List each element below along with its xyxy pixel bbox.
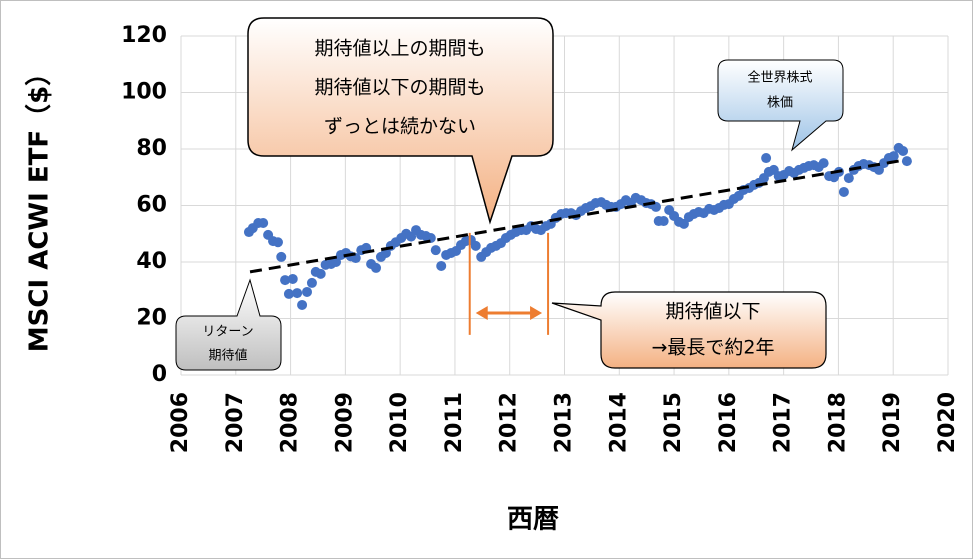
x-tick-label: 2013 xyxy=(552,392,577,453)
x-tick-label: 2011 xyxy=(442,392,467,453)
x-tick-label: 2018 xyxy=(825,392,850,453)
data-point xyxy=(302,286,313,297)
x-tick-label: 2010 xyxy=(387,392,412,453)
x-tick-label: 2012 xyxy=(497,392,522,453)
x-tick-label: 2017 xyxy=(771,392,796,453)
data-point xyxy=(818,158,829,169)
data-point xyxy=(258,218,269,229)
y-tick-label: 20 xyxy=(136,306,167,331)
x-tick-label: 2006 xyxy=(168,392,193,453)
x-tick-label: 2009 xyxy=(332,392,357,453)
callout-text: 期待値 xyxy=(208,348,247,364)
y-tick-label: 100 xyxy=(121,80,167,105)
x-tick-label: 2015 xyxy=(661,392,686,453)
callout-box xyxy=(717,59,844,152)
x-tick-label: 2019 xyxy=(880,392,905,453)
x-tick-label: 2014 xyxy=(606,392,631,453)
data-point xyxy=(901,156,912,167)
callout-text: 期待値以下 xyxy=(665,301,760,323)
y-tick-label: 120 xyxy=(121,23,167,48)
y-axis-label: MSCI ACWI ETF（$） xyxy=(25,60,55,352)
x-tick-label: 2007 xyxy=(223,392,248,453)
callout-text: ずっとは続かない xyxy=(324,116,476,138)
callout-text: 期待値以下の期間も xyxy=(314,77,485,99)
trend-line xyxy=(249,158,905,274)
callout-text: 株価 xyxy=(767,96,793,111)
callout-text: 期待値以上の期間も xyxy=(314,38,485,60)
data-point xyxy=(843,173,854,184)
data-point xyxy=(297,299,308,310)
data-point xyxy=(331,257,342,267)
data-point xyxy=(287,273,298,284)
data-point xyxy=(898,145,909,156)
x-tick-label: 2008 xyxy=(278,392,303,453)
data-point xyxy=(276,251,287,262)
callout-box xyxy=(247,17,554,225)
data-point xyxy=(283,288,294,299)
data-point xyxy=(838,186,849,197)
data-point xyxy=(470,240,481,251)
data-point xyxy=(272,237,283,248)
callout-box xyxy=(175,278,282,371)
callout-text: 全世界株式 xyxy=(747,70,812,86)
x-axis-label: 西暦 xyxy=(507,505,559,535)
data-point xyxy=(292,288,303,299)
data-point xyxy=(371,262,382,273)
x-tick-label: 2016 xyxy=(716,392,741,453)
y-tick-label: 60 xyxy=(136,193,167,218)
data-point xyxy=(436,260,447,271)
callout-text: リターン xyxy=(202,325,253,340)
callout-text: →最長で約2年 xyxy=(651,337,774,359)
data-point xyxy=(888,151,899,162)
y-tick-label: 0 xyxy=(152,362,167,387)
data-point xyxy=(315,268,326,279)
x-tick-label: 2020 xyxy=(935,392,960,453)
callout-box xyxy=(551,291,827,369)
data-point xyxy=(761,153,772,164)
data-point xyxy=(280,275,291,286)
y-tick-label: 40 xyxy=(136,249,167,274)
data-point xyxy=(658,216,669,227)
data-point xyxy=(306,277,317,288)
data-point xyxy=(430,245,441,256)
y-tick-label: 80 xyxy=(136,136,167,161)
